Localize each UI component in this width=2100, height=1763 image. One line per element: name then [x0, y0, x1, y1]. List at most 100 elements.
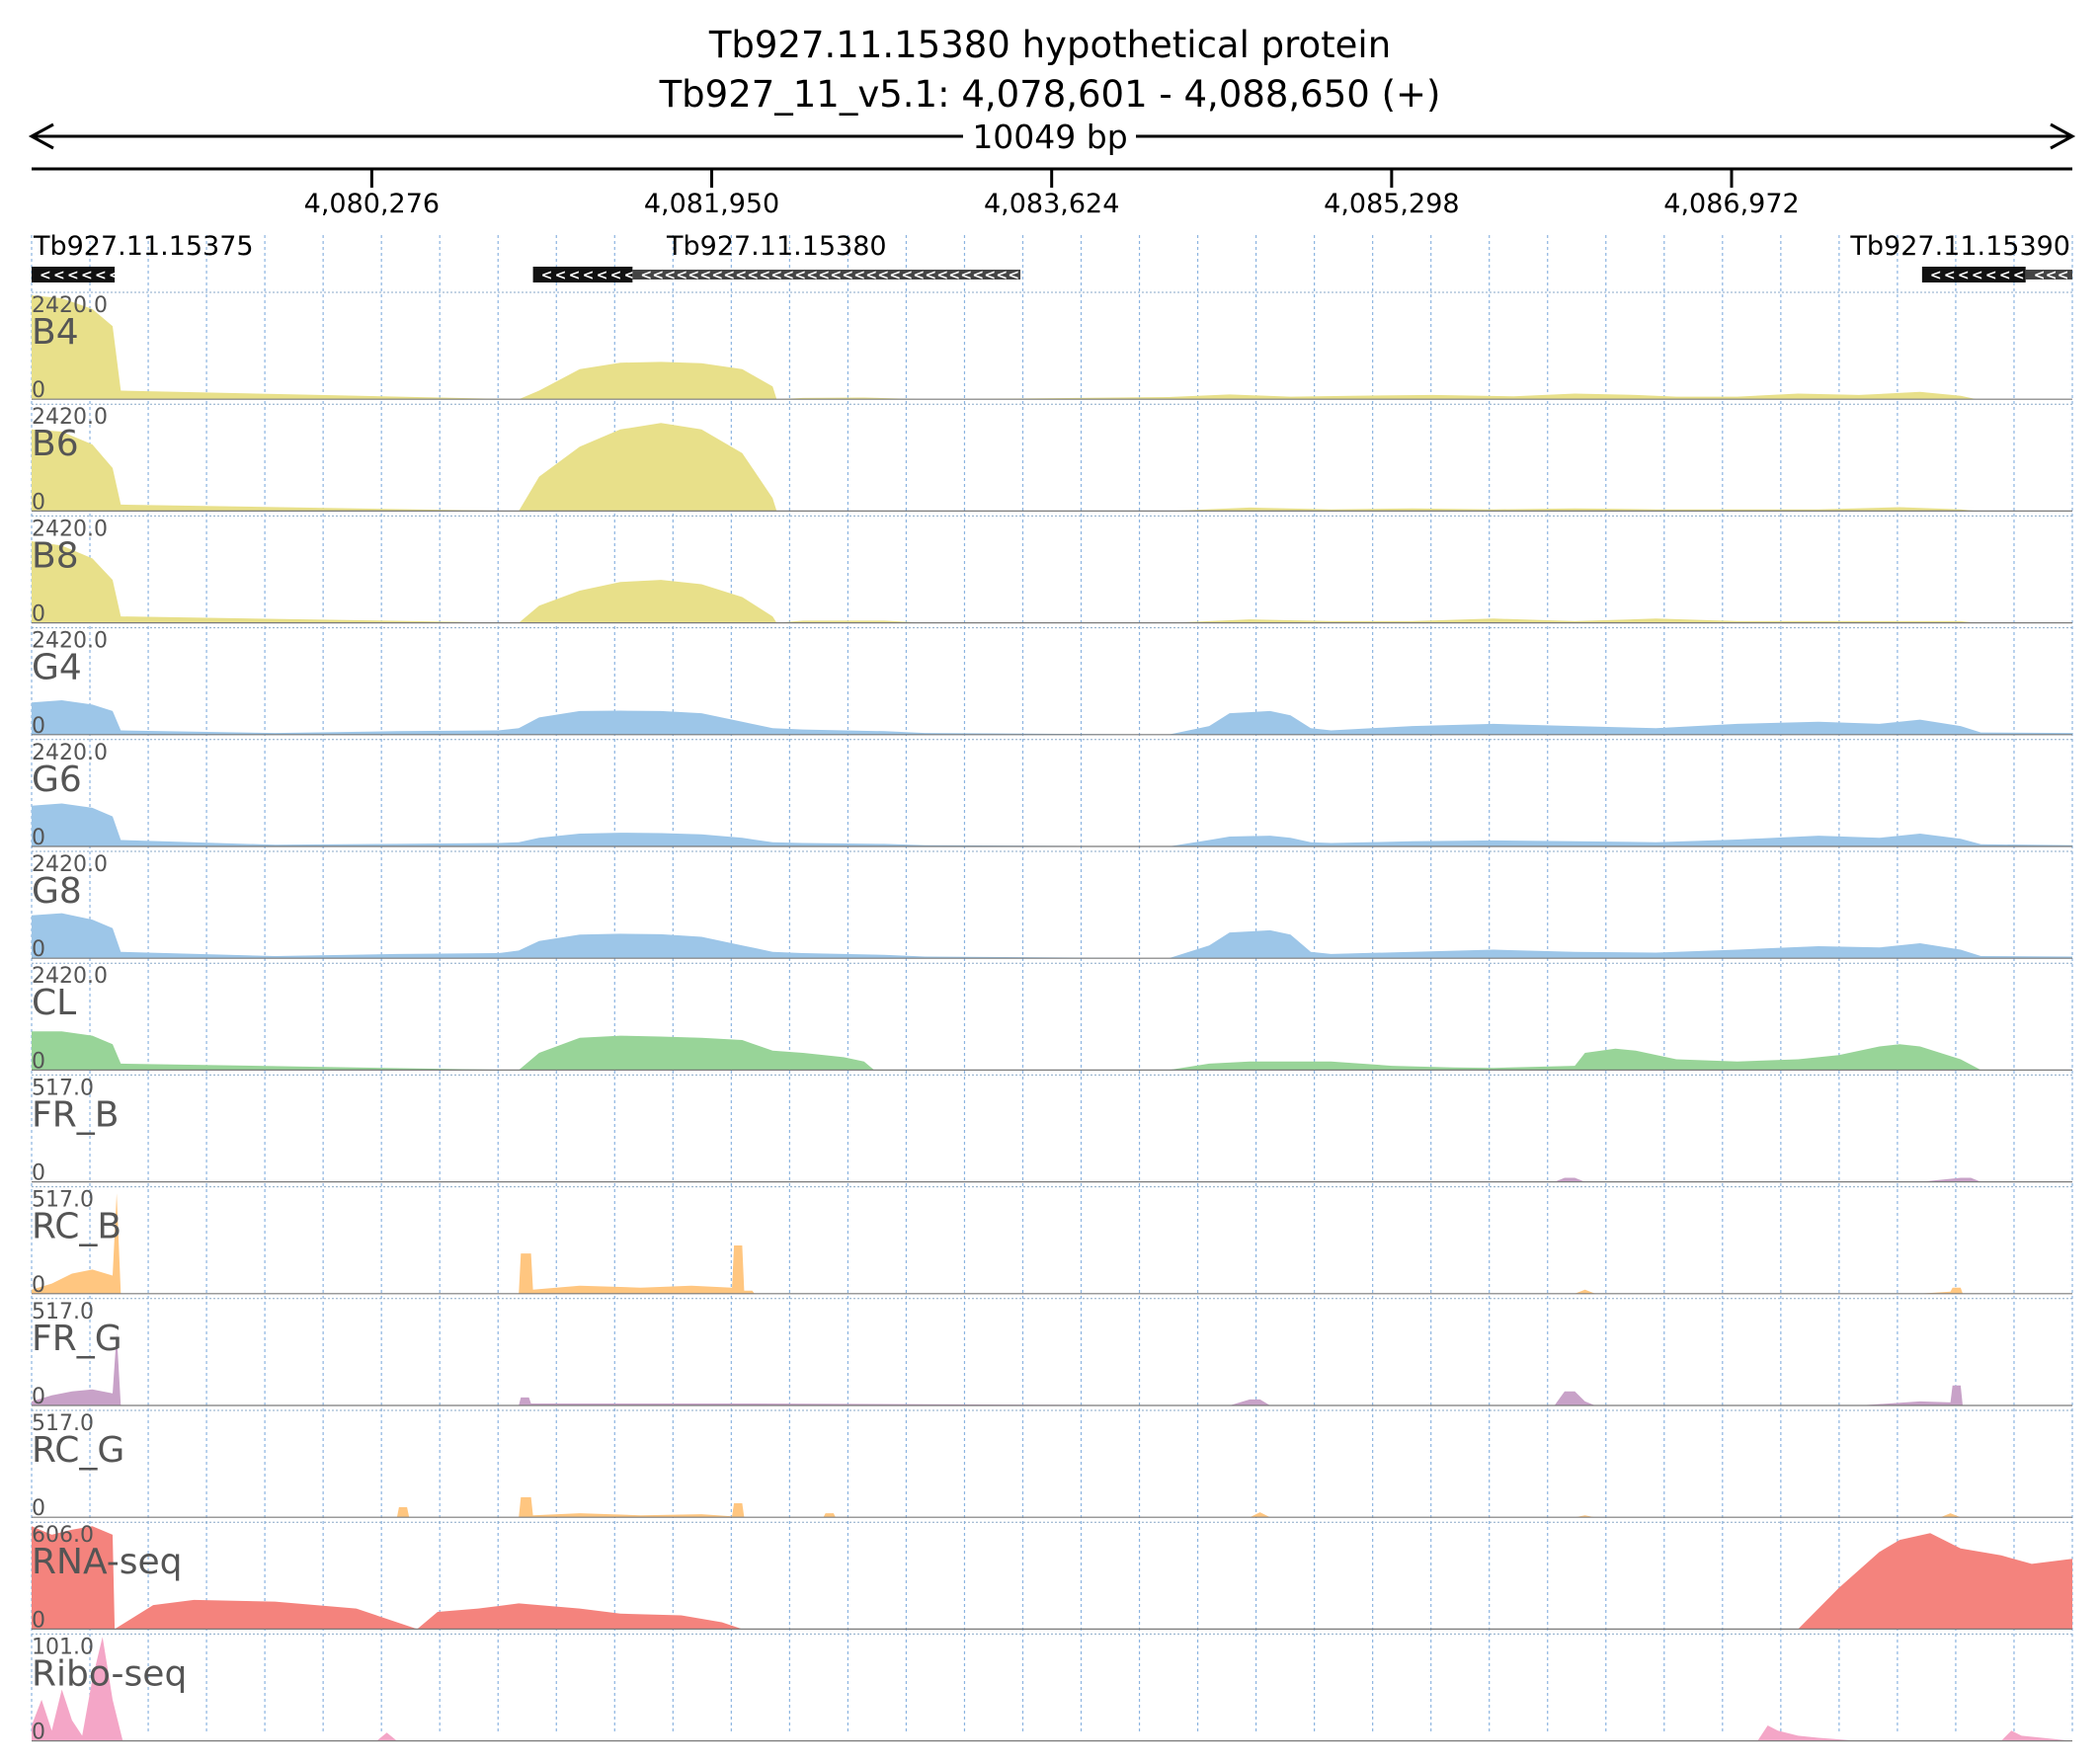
- gridlines: [31, 235, 2073, 1733]
- coverage-area-FR_B: [32, 1177, 1981, 1182]
- gene-1-strand-arrow: <: [711, 268, 723, 283]
- gene-1-strand-arrow: <: [610, 268, 622, 283]
- ruler-tick-label-0: 4,080,276: [304, 189, 440, 219]
- gene-1-segment-1: [632, 270, 1021, 280]
- gene-1-strand-arrow: <: [640, 268, 652, 283]
- track-name-label: FR_B: [32, 1094, 119, 1135]
- ruler-tick-label-2: 4,083,624: [984, 189, 1119, 219]
- track-RC_B: 517.0RC_B 0: [32, 1186, 2072, 1298]
- track-name-label: B8: [32, 535, 79, 576]
- track-max-label: 606.0: [32, 1523, 94, 1548]
- gene-1-strand-arrow: <: [555, 268, 567, 283]
- gene-1-strand-arrow: <: [770, 268, 782, 283]
- gene-0-strand-arrow: <: [53, 268, 65, 283]
- gene-2-strand-arrow: <: [1972, 268, 1983, 283]
- gene-0-strand-arrow: <: [67, 268, 79, 283]
- track-name-label: G8: [32, 871, 82, 912]
- gene-1-strand-arrow: <: [699, 268, 711, 283]
- track-min-label: 0: [32, 1385, 45, 1409]
- gene-1-strand-arrow: <: [676, 268, 687, 283]
- coverage-area-G6: [32, 803, 2072, 846]
- track-G4: 2420.0G4 0: [32, 627, 2072, 739]
- track-max-label: 2420.0: [32, 293, 108, 318]
- title-coordinates: Tb927_11_v5.1: 4,078,601 - 4,088,650 (+): [659, 73, 1441, 116]
- track-name-label: Ribo-seq: [32, 1653, 187, 1694]
- span-arrow: 10049 bp: [28, 118, 2076, 156]
- track-max-label: 2420.0: [32, 517, 108, 541]
- track-min-label: 0: [32, 1049, 45, 1074]
- track-max-label: 517.0: [32, 1411, 94, 1436]
- gene-1-strand-arrow: <: [901, 268, 913, 283]
- track-RC_G: 517.0RC_G 0: [32, 1409, 2072, 1521]
- gene-1-strand-arrow: <: [889, 268, 901, 283]
- gene-label-0: Tb927.11.15375: [33, 231, 254, 262]
- track-B4: 2420.0B4 0: [32, 291, 2072, 403]
- gene-1-strand-arrow: <: [948, 268, 960, 283]
- gene-annotation-track: < < < < < <Tb927.11.15375< < < < < < < < < < < < < < < < < < < <…: [32, 231, 2072, 283]
- coverage-area-CL: [32, 1031, 1981, 1071]
- track-max-label: 2420.0: [32, 405, 108, 430]
- track-min-label: 0: [32, 602, 45, 627]
- track-name-label: B4: [32, 312, 79, 353]
- gene-1-strand-arrow: <: [913, 268, 925, 283]
- gene-label-2: Tb927.11.15390: [1849, 231, 2070, 262]
- gene-2-strand-arrow: <: [2046, 268, 2058, 283]
- gene-1-strand-arrow: <: [664, 268, 676, 283]
- track-CL: 2420.0CL 0: [32, 962, 2072, 1074]
- track-max-label: 2420.0: [32, 852, 108, 877]
- gene-1-strand-arrow: <: [794, 268, 806, 283]
- gene-1-strand-arrow: <: [541, 268, 553, 283]
- track-max-label: 517.0: [32, 1300, 94, 1324]
- coverage-area-RC_G: [32, 1496, 1961, 1518]
- track-min-label: 0: [32, 1162, 45, 1186]
- gene-1-strand-arrow: <: [652, 268, 664, 283]
- gene-1-strand-arrow: <: [925, 268, 936, 283]
- gene-2-strand-arrow: <: [1930, 268, 1942, 283]
- track-B8: 2420.0B8 0: [32, 515, 2072, 627]
- track-max-label: 517.0: [32, 1076, 94, 1100]
- gene-0-segment-0: [32, 267, 116, 282]
- gene-2-strand-arrow: <: [1958, 268, 1970, 283]
- gene-1-segment-0: [532, 267, 633, 282]
- track-name-label: CL: [32, 983, 76, 1023]
- gene-1-strand-arrow: <: [583, 268, 595, 283]
- track-min-label: 0: [32, 1496, 45, 1521]
- track-min-label: 0: [32, 378, 45, 403]
- track-max-label: 517.0: [32, 1188, 94, 1213]
- track-name-label: RNA-seq: [32, 1542, 183, 1582]
- track-name-label: G4: [32, 648, 82, 688]
- coverage-area-FR_G: [32, 1332, 1963, 1405]
- gene-1-strand-arrow: <: [1008, 268, 1019, 283]
- gene-1-strand-arrow: <: [759, 268, 770, 283]
- track-name-label: RC_B: [32, 1207, 121, 1247]
- gene-1-strand-arrow: <: [984, 268, 996, 283]
- span-length-label: 10049 bp: [972, 118, 1127, 156]
- track-min-label: 0: [32, 490, 45, 515]
- ruler-ticks: 4,080,276 4,081,950 4,083,624 4,085,298 4,08…: [304, 169, 1800, 219]
- track-max-label: 2420.0: [32, 964, 108, 989]
- title-gene-name: Tb927.11.15380 hypothetical protein: [708, 24, 1391, 66]
- gene-2-strand-arrow: <: [2058, 268, 2069, 283]
- track-min-label: 0: [32, 1721, 45, 1745]
- gene-1-strand-arrow: <: [806, 268, 818, 283]
- track-name-label: RC_G: [32, 1430, 124, 1471]
- gene-1-strand-arrow: <: [782, 268, 794, 283]
- track-G8: 2420.0G8 0: [32, 850, 2072, 962]
- gene-1-strand-arrow: <: [960, 268, 972, 283]
- gene-1-strand-arrow: <: [865, 268, 877, 283]
- coverage-area-RNA-seq: [32, 1526, 2072, 1630]
- track-min-label: 0: [32, 714, 45, 739]
- coverage-area-Ribo-seq: [32, 1637, 2072, 1741]
- span-arrow-head-right: [2050, 122, 2076, 150]
- gene-1-strand-arrow: <: [747, 268, 759, 283]
- gene-2-strand-arrow: <: [1999, 268, 2011, 283]
- gene-0-strand-arrow: <: [81, 268, 93, 283]
- gene-1-strand-arrow: <: [877, 268, 889, 283]
- gene-2-strand-arrow: <: [2034, 268, 2046, 283]
- coverage-area-RC_B: [32, 1193, 1963, 1294]
- gene-1-strand-arrow: <: [818, 268, 830, 283]
- coverage-area-G8: [32, 913, 2072, 959]
